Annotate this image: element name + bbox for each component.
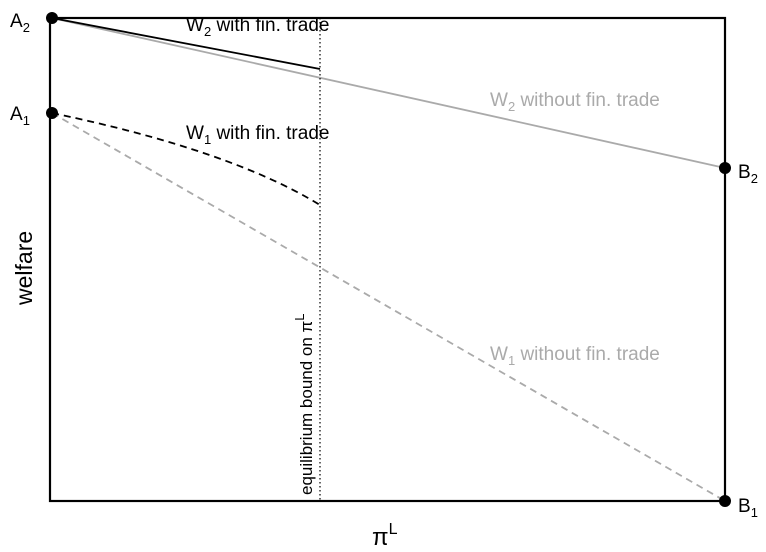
w1-without-line	[51, 112, 726, 502]
y-axis-label: welfare	[11, 231, 37, 306]
w2-without-line	[51, 17, 726, 169]
w1-with-curve	[51, 112, 321, 206]
w2-without-label: W2 without fin. trade	[490, 90, 660, 114]
point-a2-dot	[46, 12, 58, 24]
w2-with-label: W2 with fin. trade	[186, 15, 329, 39]
w1-with-label: W1 with fin. trade	[186, 123, 329, 147]
w1-without-label: W1 without fin. trade	[490, 344, 660, 368]
plot-frame	[48, 16, 727, 503]
point-a2-label: A2	[10, 11, 30, 35]
point-b2-label: B2	[738, 162, 758, 186]
point-b2-dot	[719, 162, 731, 174]
point-a1-label: A1	[10, 104, 30, 128]
equilibrium-bound-label: equilibrium bound on πL	[292, 313, 316, 495]
point-b1-dot	[719, 495, 731, 507]
x-axis-label: πL	[372, 521, 398, 551]
w2-with-line	[51, 17, 321, 70]
point-a1-dot	[46, 107, 58, 119]
point-b1-label: B1	[738, 496, 758, 520]
